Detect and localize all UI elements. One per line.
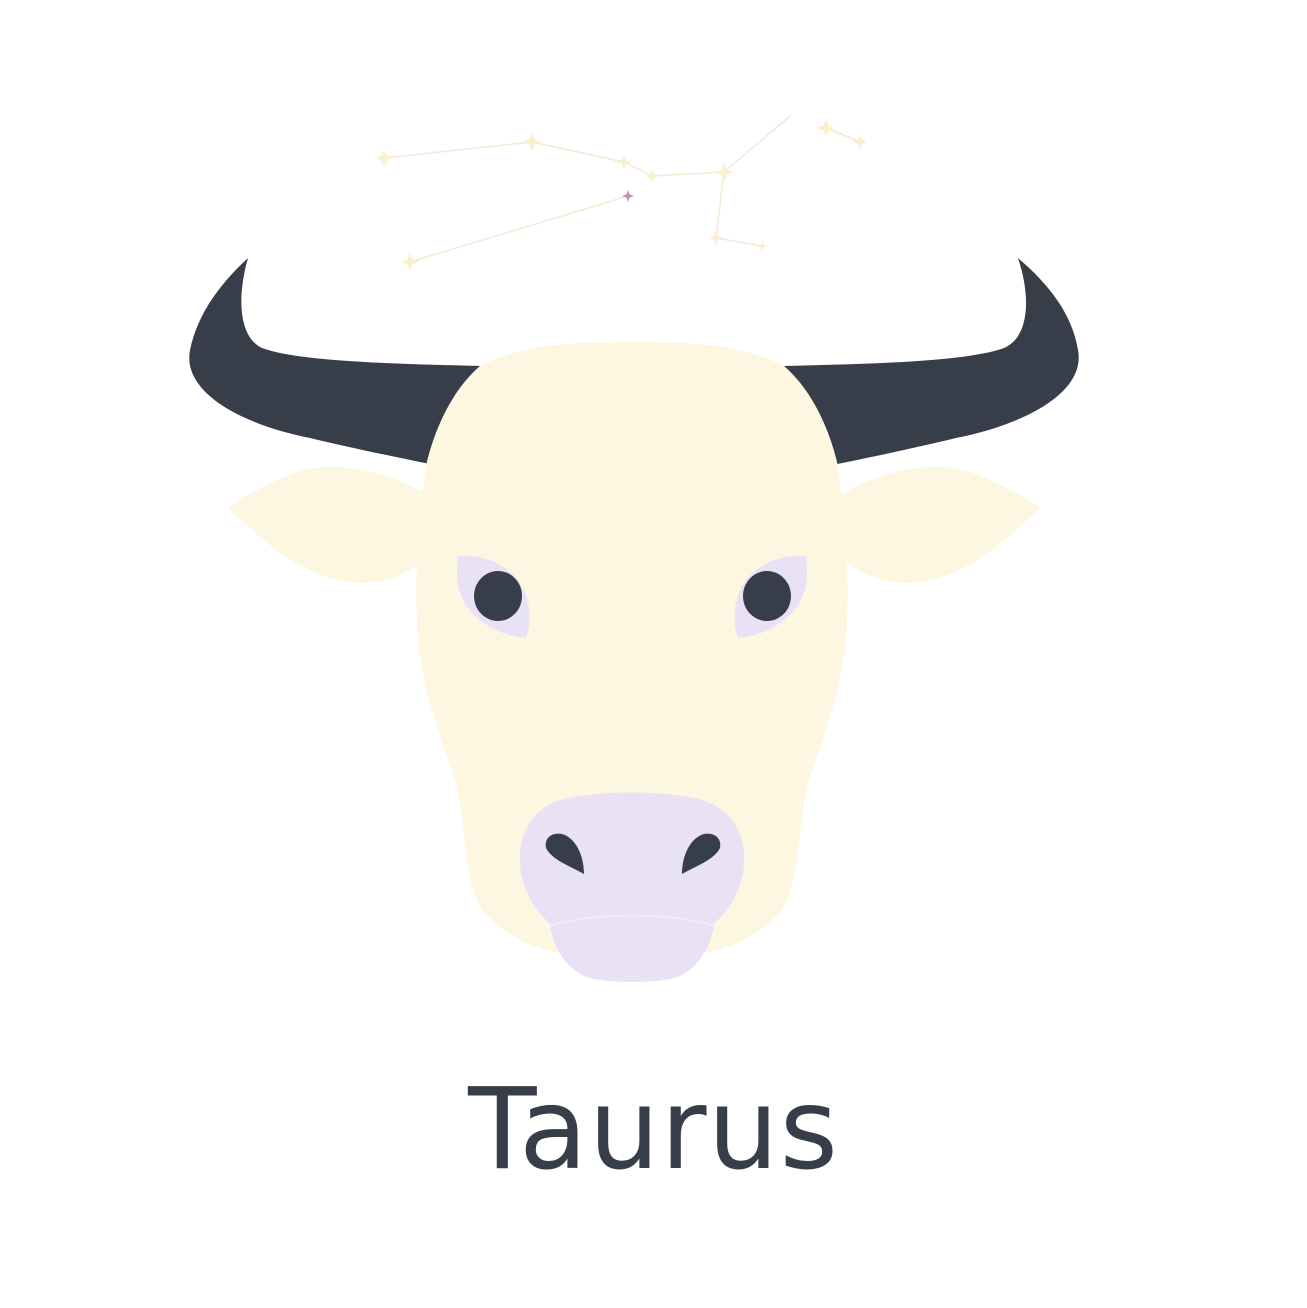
right-horn [782,258,1079,466]
left-ear [228,466,432,583]
star-icon [617,155,631,169]
muzzle [519,792,745,982]
sign-title: Taurus [468,1065,839,1195]
star-icon [375,149,393,167]
accent-star-icon [622,190,634,202]
star-icon [756,240,768,252]
star-icon [523,133,541,151]
left-horn [189,258,484,466]
star-icon [709,231,723,245]
right-nostril [682,833,721,874]
bull-face [416,342,848,960]
right-ear [836,466,1040,583]
right-eye [743,571,791,621]
constellation-stars [375,119,867,271]
muzzle-line [549,914,715,927]
left-nostril [545,833,584,874]
star-icon [401,253,419,271]
star-icon [817,119,835,137]
left-eye [474,571,522,621]
star-icon [853,135,867,149]
star-icon [715,163,733,181]
constellation-lines [383,115,861,263]
star-icon [645,169,659,183]
bull-head-illustration [189,258,1079,982]
taurus-constellation [375,115,867,271]
